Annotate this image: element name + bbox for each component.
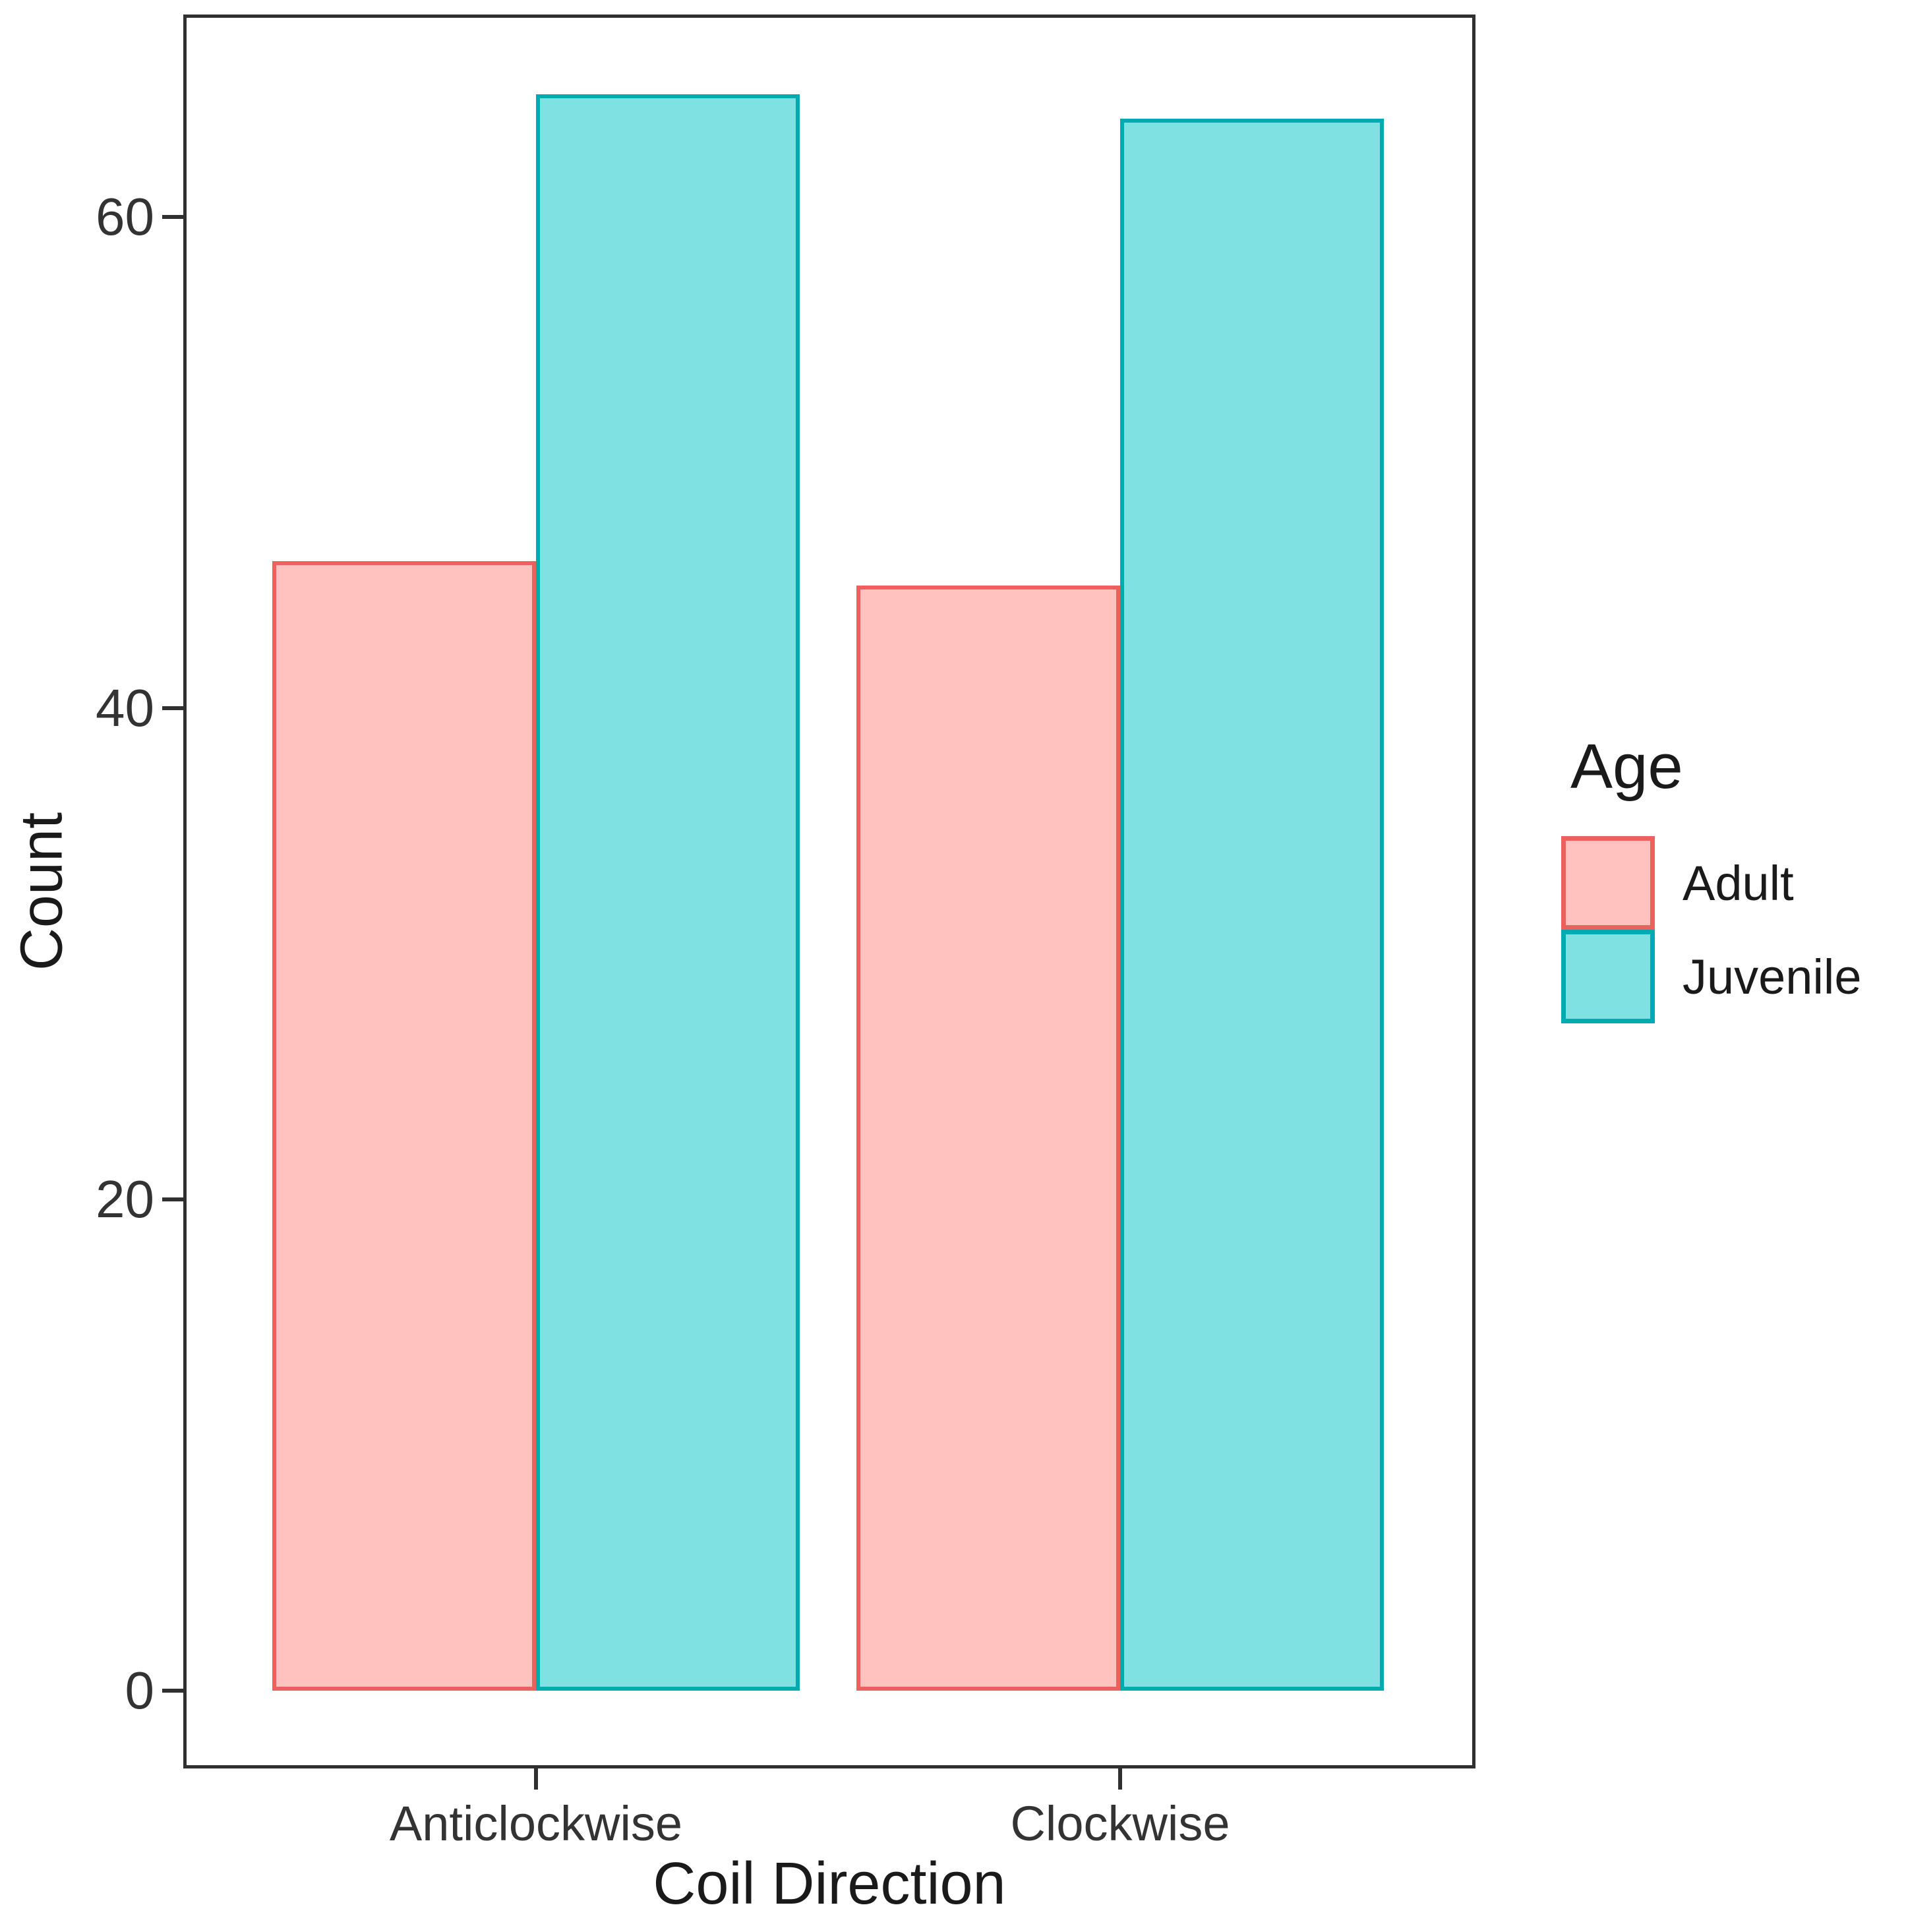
x-axis-tick-1 [1118,1768,1122,1790]
legend-swatch-juvenile [1561,930,1655,1023]
y-axis-tick-20 [162,1197,183,1201]
x-axis-tick-label-1: Clockwise [1010,1796,1230,1851]
y-axis-tick-label-40: 40 [96,679,154,737]
legend-item-adult: Adult [1561,836,1862,930]
y-axis-title: Count [9,812,75,971]
x-axis-tick-label-0: Anticlockwise [389,1796,683,1851]
legend-swatch-adult [1561,836,1655,930]
legend-item-juvenile: Juvenile [1561,930,1862,1023]
legend-title: Age [1570,731,1683,802]
y-axis-tick-0 [162,1689,183,1693]
y-axis-tick-40 [162,706,183,710]
bar-clockwise-adult [856,585,1120,1691]
bar-anticlockwise-juvenile [536,94,800,1691]
bar-clockwise-juvenile [1120,119,1384,1691]
y-axis-tick-label-60: 60 [96,187,154,246]
bar-anticlockwise-adult [272,560,536,1691]
y-axis-tick-60 [162,215,183,219]
x-axis-tick-0 [534,1768,538,1790]
legend: Age Adult Juvenile [1561,731,1862,1023]
legend-label-adult: Adult [1683,855,1794,911]
legend-label-juvenile: Juvenile [1683,949,1862,1004]
y-axis-tick-label-0: 0 [125,1661,155,1720]
y-axis-tick-label-20: 20 [96,1170,154,1228]
x-axis-title: Coil Direction [653,1851,1006,1917]
